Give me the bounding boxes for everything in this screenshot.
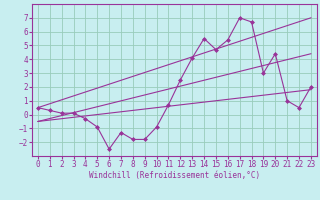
X-axis label: Windchill (Refroidissement éolien,°C): Windchill (Refroidissement éolien,°C) — [89, 171, 260, 180]
